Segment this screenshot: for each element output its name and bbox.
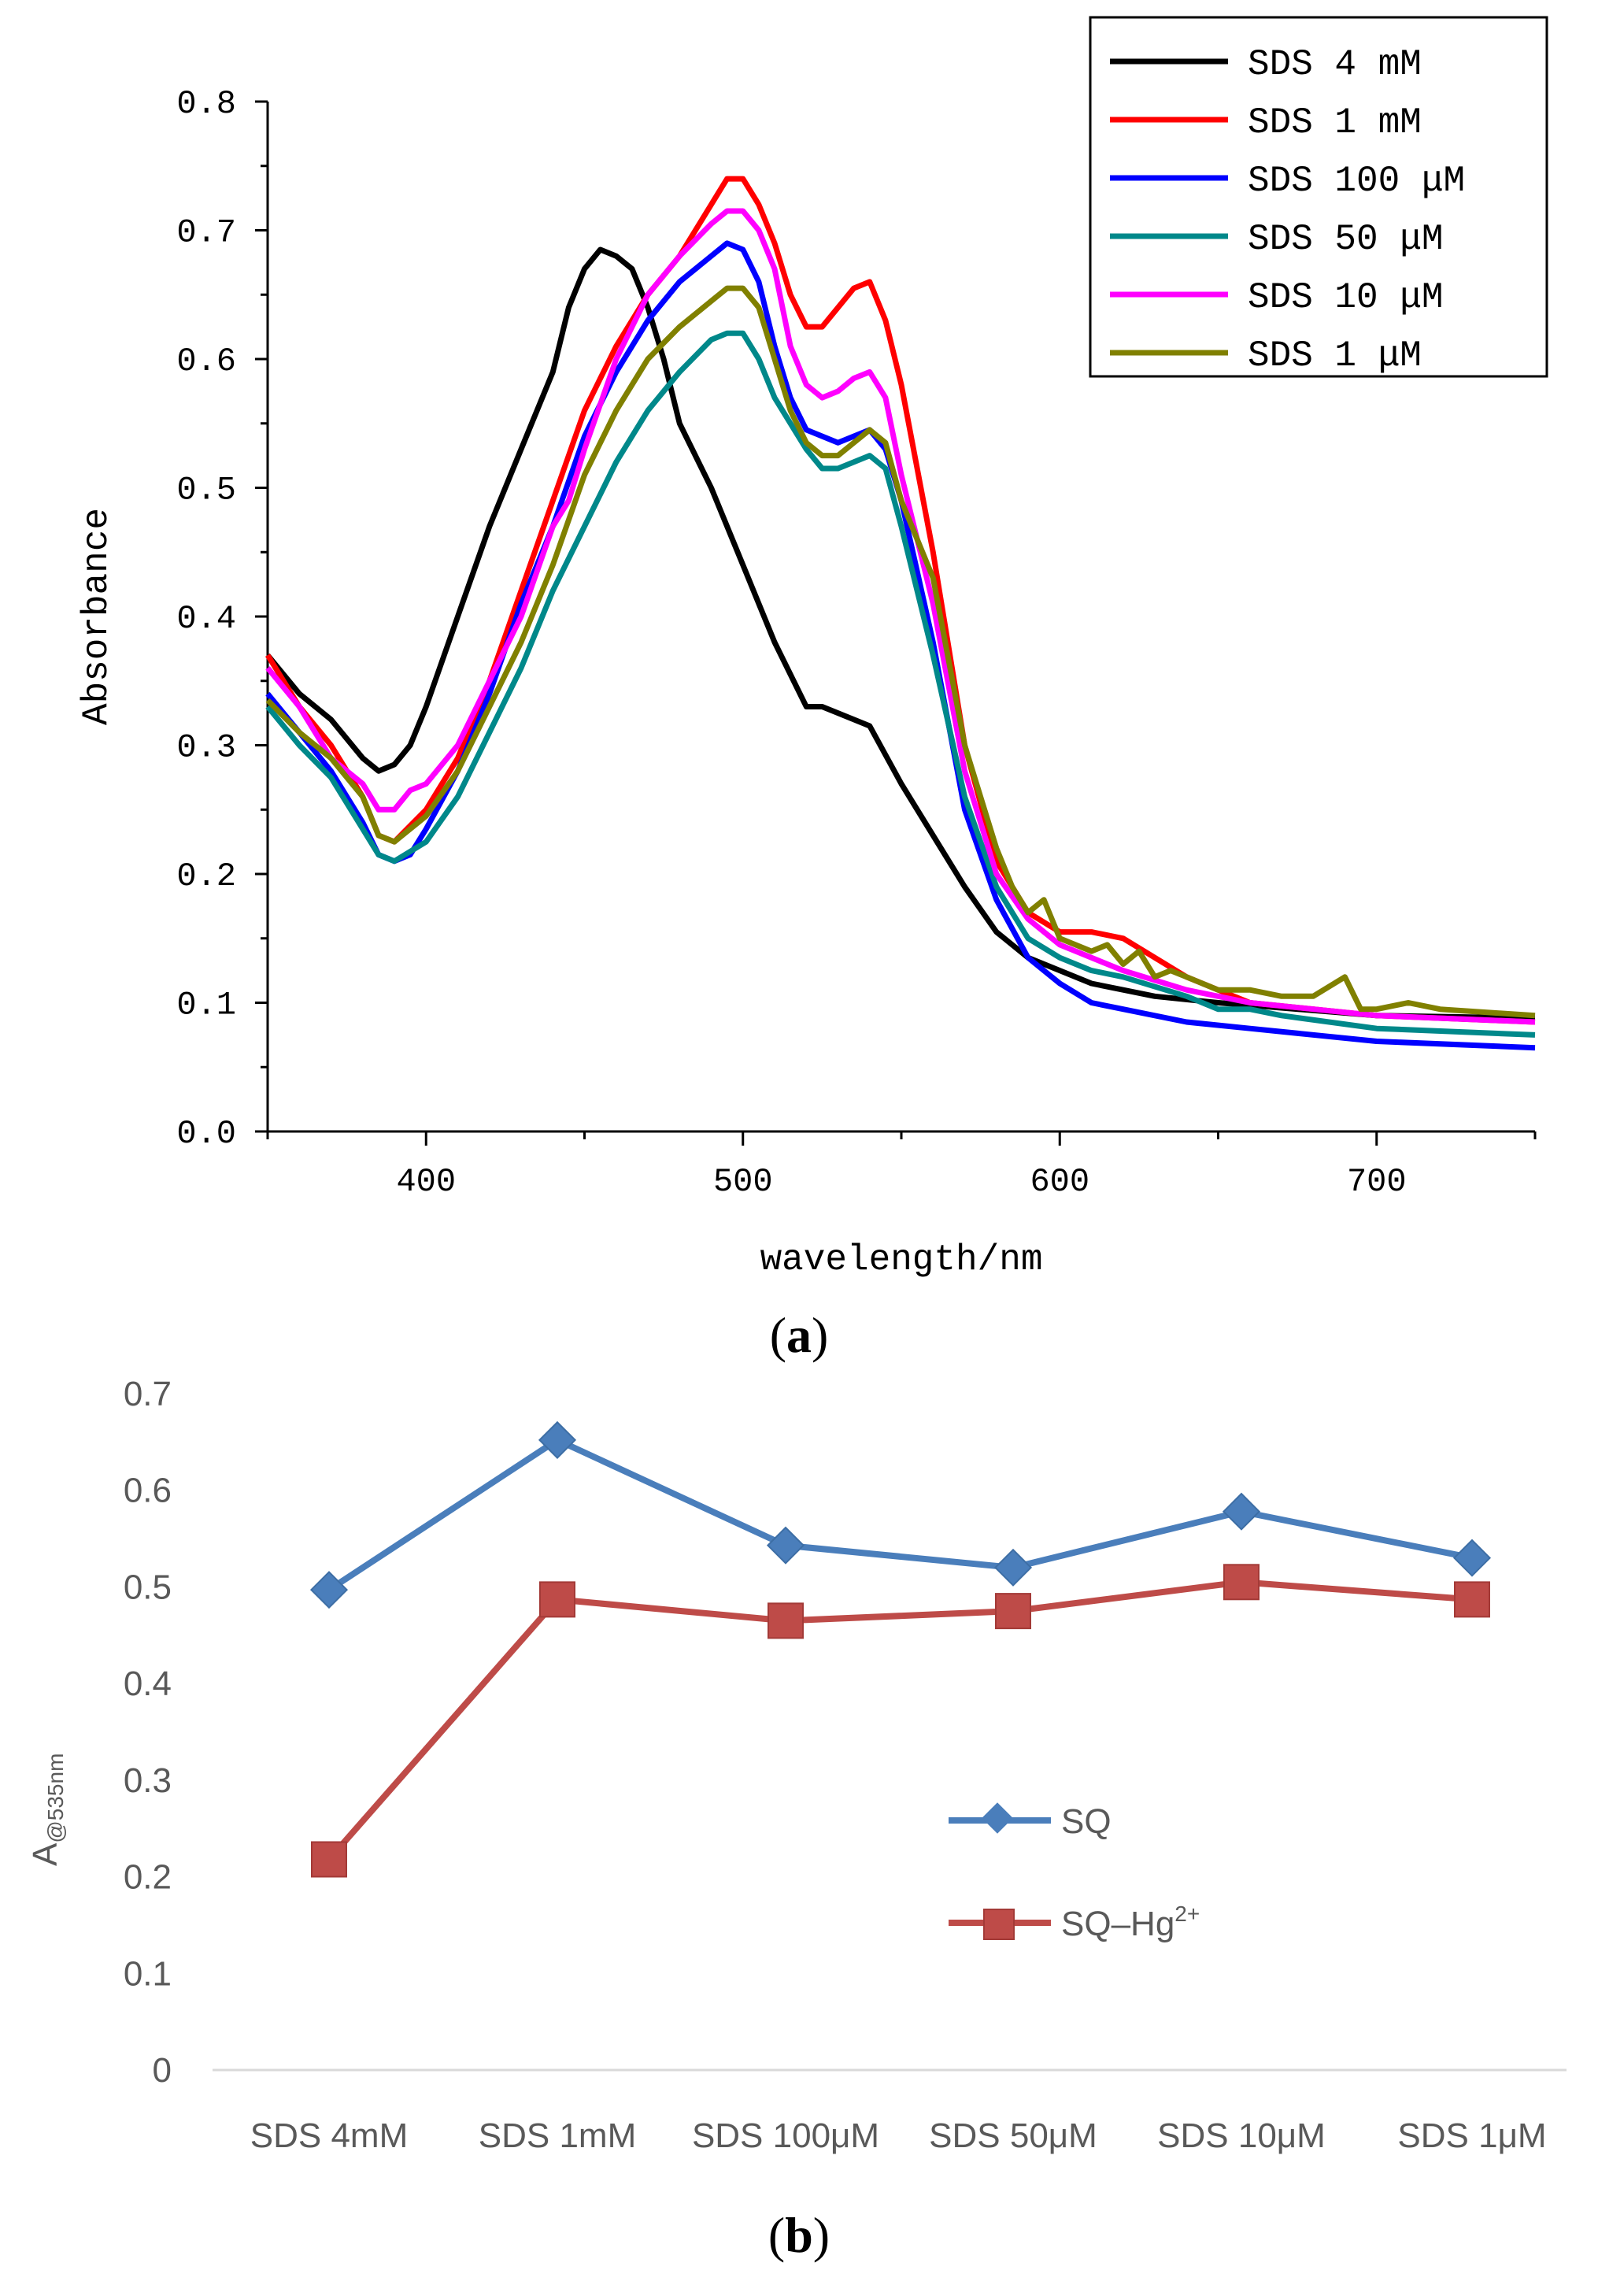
b-xtick-label: SDS 100μM bbox=[692, 2116, 879, 2155]
series-line-a-0 bbox=[265, 246, 1536, 1021]
b-ytick-label: 0.1 bbox=[124, 1954, 172, 1993]
a-ytick-label: 0.4 bbox=[176, 600, 236, 638]
panel-letter-a: a bbox=[786, 1307, 812, 1363]
b-xtick-label: SDS 4mM bbox=[250, 2116, 408, 2155]
b-ytick-label: 0.5 bbox=[124, 1568, 172, 1606]
b-point-sq bbox=[993, 1548, 1033, 1587]
legend-b-sq-marker bbox=[982, 1802, 1013, 1834]
legend-b-sqhg-marker bbox=[983, 1909, 1015, 1940]
b-xtick-label: SDS 1mM bbox=[479, 2116, 636, 2155]
b-ytick-label: 0 bbox=[153, 2051, 172, 2090]
legend-b-sq-label: SQ bbox=[1061, 1802, 1112, 1841]
b-point-sqhg bbox=[995, 1593, 1031, 1630]
b-ytick-label: 0.2 bbox=[124, 1858, 172, 1897]
series-line-a-5 bbox=[265, 285, 1536, 1019]
a-ytick-label: 0.2 bbox=[176, 857, 236, 895]
legend-a-label-2: SDS 100 μM bbox=[1248, 161, 1465, 202]
legend-a-label-3: SDS 50 μM bbox=[1248, 219, 1443, 260]
a-ytick-label: 0.5 bbox=[176, 472, 236, 509]
b-point-sqhg bbox=[768, 1602, 804, 1639]
panel-a: 0.0 0.1 0.2 0.3 0.4 0.5 0.6 0.7 0.8 400 500 600 700… bbox=[76, 16, 1548, 1363]
panel-b: 0 0.1 0.2 0.3 0.4 0.5 0.6 0.7 SDS 4mM SDS 1mM SDS… bbox=[26, 1375, 1567, 2263]
series-line-a-4 bbox=[265, 208, 1536, 1025]
b-ytick-label: 0.6 bbox=[124, 1472, 172, 1510]
legend-b-sqhg-sup: 2+ bbox=[1174, 1902, 1200, 1926]
panel-label-a: (a) bbox=[770, 1307, 829, 1363]
series-line-a-3 bbox=[265, 330, 1536, 1038]
b-point-sqhg bbox=[311, 1841, 347, 1878]
y-axis-label-a: Absorbance bbox=[76, 508, 117, 725]
b-point-sqhg bbox=[1223, 1564, 1260, 1601]
b-point-sq bbox=[766, 1526, 805, 1565]
a-xtick-label: 500 bbox=[713, 1163, 773, 1201]
series-line-b-0 bbox=[327, 1436, 1473, 1593]
legend-a-label-0: SDS 4 mM bbox=[1248, 44, 1422, 85]
legend-a-label-1: SDS 1 mM bbox=[1248, 102, 1422, 143]
y-axis-label-b: A@535nm bbox=[26, 1753, 68, 1866]
b-xtick-label: SDS 10μM bbox=[1157, 2116, 1326, 2155]
panel-label-b: (b) bbox=[768, 2207, 830, 2263]
a-xtick-label: 400 bbox=[396, 1163, 456, 1201]
b-xtick-label: SDS 1μM bbox=[1397, 2116, 1546, 2155]
legend-a-label-5: SDS 1 μM bbox=[1248, 335, 1422, 376]
y-axis-label-b-main: A bbox=[26, 1842, 65, 1866]
b-xtick-label: SDS 50μM bbox=[929, 2116, 1097, 2155]
b-point-sq bbox=[309, 1571, 349, 1609]
b-point-sqhg bbox=[1454, 1581, 1490, 1618]
b-point-sq bbox=[538, 1420, 577, 1459]
legend-box-a bbox=[1089, 16, 1548, 378]
a-ytick-label: 0.3 bbox=[176, 729, 236, 767]
b-ytick-label: 0.3 bbox=[124, 1761, 172, 1800]
a-ytick-label: 0.7 bbox=[176, 214, 236, 252]
legend-b: SQ SQ–Hg2+ bbox=[949, 1802, 1200, 1943]
b-point-sq bbox=[1452, 1539, 1492, 1577]
series-line-a-1 bbox=[265, 176, 1536, 1025]
a-ytick-label: 0.1 bbox=[176, 987, 236, 1024]
a-xtick-label: 600 bbox=[1030, 1163, 1089, 1201]
legend-a-label-4: SDS 10 μM bbox=[1248, 277, 1443, 318]
b-ytick-label: 0.7 bbox=[124, 1375, 172, 1413]
a-ytick-label: 0.8 bbox=[176, 85, 236, 123]
legend-a: SDS 4 mM SDS 1 mM SDS 100 μM SDS 50 μM SDS 1… bbox=[1089, 16, 1548, 378]
a-xtick-label: 700 bbox=[1347, 1163, 1407, 1201]
x-axis-label-a: wavelength/nm bbox=[760, 1239, 1043, 1280]
series-line-b-1 bbox=[326, 1579, 1473, 1862]
panel-letter-b: b bbox=[785, 2207, 813, 2263]
b-ytick-label: 0.4 bbox=[124, 1665, 172, 1703]
a-ytick-label: 0.6 bbox=[176, 343, 236, 380]
legend-b-sqhg-main: SQ–Hg bbox=[1061, 1905, 1174, 1943]
b-point-sqhg bbox=[539, 1581, 575, 1618]
legend-b-sqhg-label: SQ–Hg2+ bbox=[1061, 1902, 1200, 1943]
y-axis-label-b-sub: @535nm bbox=[43, 1753, 68, 1843]
b-point-sq bbox=[1222, 1492, 1261, 1531]
a-ytick-label: 0.0 bbox=[176, 1115, 236, 1153]
